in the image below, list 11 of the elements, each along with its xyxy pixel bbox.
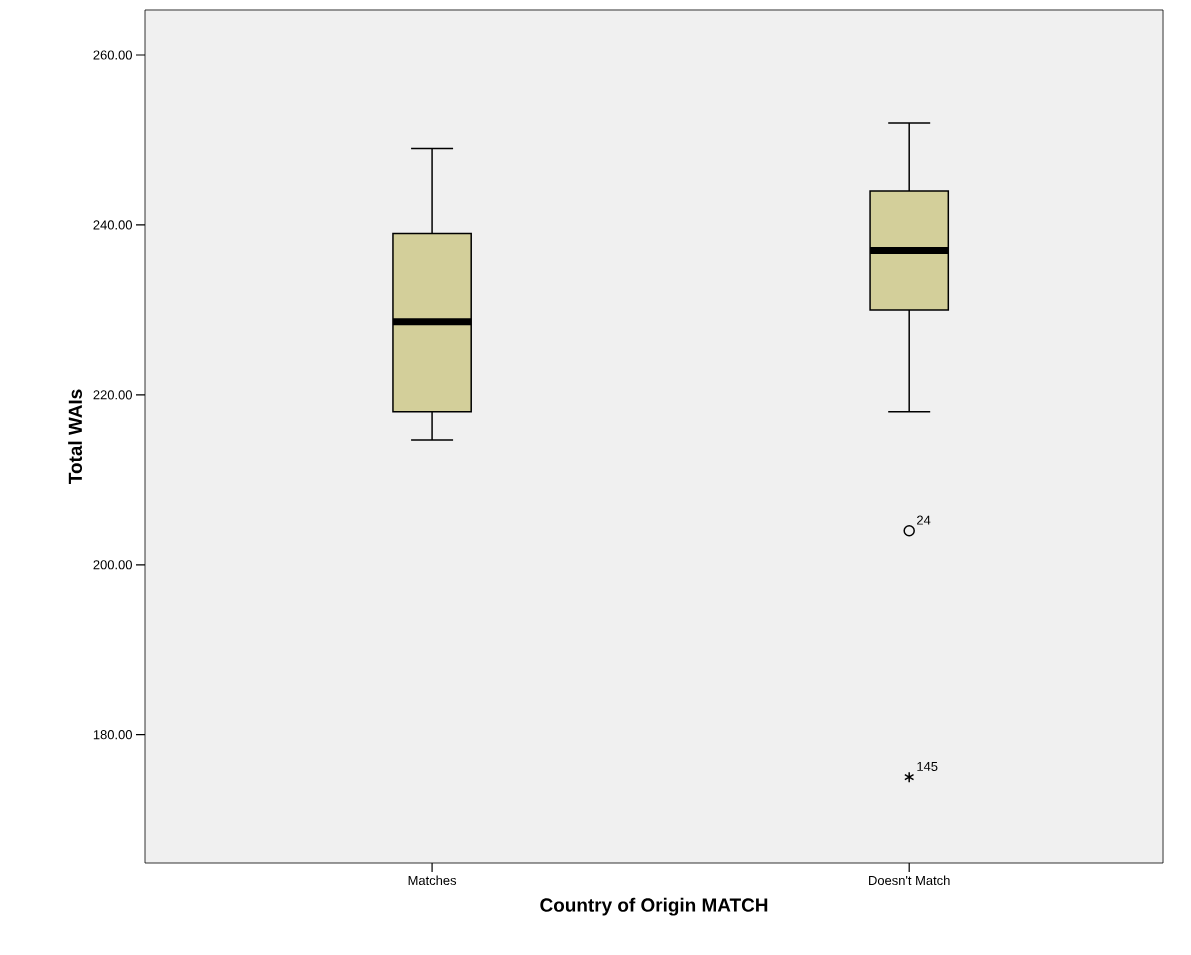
y-tick-label: 220.00 bbox=[93, 390, 132, 400]
y-tick-label: 200.00 bbox=[93, 560, 132, 570]
x-tick-label: Doesn't Match bbox=[869, 875, 950, 886]
y-tick-label: 260.00 bbox=[93, 50, 132, 60]
annotation: 24 bbox=[917, 515, 931, 525]
x-tick-label: Matches bbox=[408, 875, 457, 886]
y-axis-title: Total WAIs bbox=[68, 389, 83, 484]
x-axis-title: Country of Origin MATCH bbox=[540, 897, 768, 916]
annotation: 145 bbox=[917, 761, 938, 771]
y-tick-label: 240.00 bbox=[93, 220, 132, 230]
y-tick-label: 180.00 bbox=[93, 730, 132, 740]
